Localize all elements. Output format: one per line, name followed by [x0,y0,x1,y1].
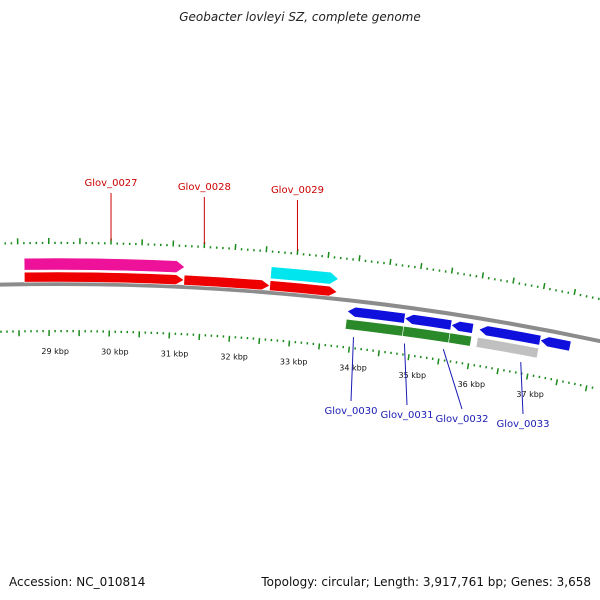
gene-feature [448,332,473,347]
accession-text: Accession: NC_010814 [9,575,146,589]
tick-mark-upper [450,267,454,274]
tick-mark-lower [525,373,529,380]
gene-label-lower: Glov_0032 [435,414,488,425]
gene-label-leader [350,337,354,402]
scale-label: 37 kbp [516,390,544,399]
gene-feature [183,274,271,291]
gene-label-leader [442,348,463,410]
gene-feature [23,257,186,273]
scale-label: 30 kbp [101,348,129,357]
tick-mark-lower [496,368,499,375]
scale-label: 35 kbp [399,371,427,380]
gene-label-lower: Glov_0033 [496,419,549,430]
tick-mark-upper [512,277,515,284]
scale-label: 34 kbp [339,364,367,373]
tick-mark-lower [437,358,440,365]
tick-mark-upper [358,255,361,262]
tick-mark-lower [555,379,559,386]
gene-label-upper: Glov_0028 [178,182,231,193]
tick-mark-lower [318,343,321,350]
genome-backbone [0,282,600,344]
gene-feature [475,337,540,359]
tick-mark-upper [420,263,423,270]
scale-label: 31 kbp [161,349,189,358]
scale-label: 29 kbp [41,347,69,356]
scale-label: 32 kbp [220,353,248,362]
gene-label-lower: Glov_0030 [324,406,377,417]
tick-mark-upper [542,283,546,290]
gene-label-upper: Glov_0027 [85,178,138,189]
tick-mark-upper [481,272,485,279]
genome-summary-text: Topology: circular; Length: 3,917,761 bp… [261,575,591,589]
gene-feature [539,336,572,352]
tick-mark-lower [466,363,470,370]
tick-mark-lower [288,340,291,347]
tick-mark-upper [389,258,392,266]
gene-label-upper: Glov_0029 [271,185,324,196]
tick-mark-upper [327,251,330,258]
scale-label: 33 kbp [280,357,308,366]
tick-mark-lower [584,385,588,392]
gene-label-lower: Glov_0031 [380,410,433,421]
tick-mark-lower [347,346,351,353]
tick-mark-lower [377,350,380,357]
gene-feature [270,266,339,285]
gene-label-leader [403,343,408,406]
map-title: Geobacter lovleyi SZ, complete genome [179,10,421,24]
tick-mark-upper [573,288,577,296]
tick-mark-lower [407,354,410,361]
gene-feature [450,321,475,334]
gene-feature [23,271,185,285]
gene-label-leader [520,362,524,415]
scale-label: 36 kbp [458,380,486,389]
gene-feature [269,280,338,297]
